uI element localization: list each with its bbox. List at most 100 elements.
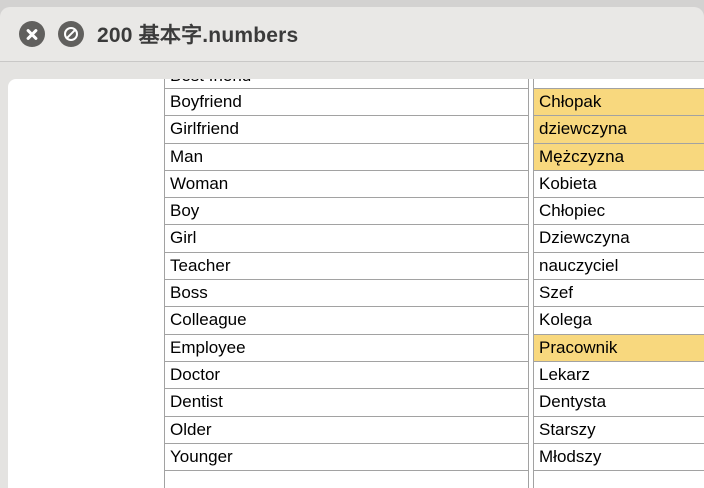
- column-gap: [529, 361, 533, 390]
- english-text: Teacher: [170, 255, 231, 275]
- english-cell[interactable]: Boyfriend: [165, 89, 529, 117]
- english-text: Doctor: [170, 364, 221, 384]
- column-gap: [529, 170, 533, 199]
- column-gap: [529, 252, 533, 281]
- column-gap: [529, 79, 533, 89]
- polish-text: Dziewczyna: [539, 228, 630, 248]
- english-cell[interactable]: Dentist: [165, 389, 529, 417]
- table-row: Boy Chłopiec: [165, 198, 704, 226]
- column-gap: [529, 280, 533, 308]
- column-gap: [529, 471, 533, 488]
- polish-text: Dentysta: [539, 392, 607, 412]
- polish-text: Szef: [539, 283, 574, 303]
- english-text: Woman: [170, 173, 229, 193]
- table-body: Boyfriend Chłopak Girlfriend dziewczyna …: [165, 89, 704, 488]
- polish-cell[interactable]: Chłopiec: [533, 198, 704, 226]
- english-text: Employee: [170, 337, 246, 357]
- polish-text: Chłopiec: [539, 201, 606, 221]
- column-gap: [529, 443, 533, 472]
- table-row: Employee Pracownik: [165, 334, 704, 362]
- prohibit-icon[interactable]: [58, 21, 84, 47]
- polish-cell[interactable]: nauczyciel: [533, 252, 704, 281]
- polish-cell[interactable]: Młodszy: [533, 443, 704, 472]
- table-row: Boyfriend Chłopak: [165, 89, 704, 117]
- english-text: Boyfriend: [170, 92, 242, 111]
- polish-cell[interactable]: Chłopak: [533, 89, 704, 117]
- english-cell[interactable]: Younger: [165, 443, 529, 472]
- polish-cell[interactable]: Dziewczyna: [533, 225, 704, 253]
- polish-text: Mężczyzna: [539, 146, 625, 166]
- table-row: Boss Szef: [165, 280, 704, 308]
- column-gap: [529, 389, 533, 417]
- english-text: Boy: [170, 201, 200, 221]
- table-row: Colleague Kolega: [165, 307, 704, 335]
- polish-cell[interactable]: dziewczyna: [533, 116, 704, 144]
- english-cell[interactable]: Teacher: [165, 252, 529, 281]
- polish-text: Chłopak: [539, 92, 602, 111]
- english-cell[interactable]: Boy: [165, 198, 529, 226]
- window-titlebar: 200 基本字.numbers: [0, 7, 704, 62]
- polish-text: Kobieta: [539, 173, 597, 193]
- table-row: Dentist Dentysta: [165, 389, 704, 417]
- column-gap: [529, 116, 533, 144]
- column-gap: [529, 225, 533, 253]
- polish-cell[interactable]: Lekarz: [533, 361, 704, 390]
- english-cell[interactable]: Colleague: [165, 307, 529, 335]
- table-row: Younger Młodszy: [165, 443, 704, 472]
- polish-cell[interactable]: Starszy: [533, 416, 704, 444]
- vocabulary-table: Best friend Boyfriend Chłopak Girlfriend…: [164, 79, 704, 488]
- polish-text: dziewczyna: [539, 119, 627, 139]
- polish-cell[interactable]: Pracownik: [533, 334, 704, 362]
- polish-text: Kolega: [539, 310, 592, 330]
- english-text: Boss: [170, 283, 208, 303]
- english-cell[interactable]: Doctor: [165, 361, 529, 390]
- english-cell[interactable]: Older: [165, 416, 529, 444]
- polish-cell[interactable]: [533, 471, 704, 488]
- table-row: Man Mężczyzna: [165, 143, 704, 171]
- polish-cell[interactable]: Mężczyzna: [533, 143, 704, 171]
- english-text: Dentist: [170, 392, 223, 412]
- table-row: [165, 471, 704, 488]
- english-text: Girlfriend: [170, 119, 239, 139]
- english-cell[interactable]: Man: [165, 143, 529, 171]
- english-cell[interactable]: Employee: [165, 334, 529, 362]
- polish-cell[interactable]: Kolega: [533, 307, 704, 335]
- polish-text: Starszy: [539, 419, 596, 439]
- column-gap: [529, 307, 533, 335]
- table-row: Older Starszy: [165, 416, 704, 444]
- english-text: Best friend: [170, 79, 528, 88]
- english-text: Colleague: [170, 310, 247, 330]
- column-gap: [529, 198, 533, 226]
- english-text: Younger: [170, 446, 233, 466]
- table-row: Woman Kobieta: [165, 170, 704, 199]
- sheet-canvas: Best friend Boyfriend Chłopak Girlfriend…: [8, 79, 704, 488]
- polish-text: Młodszy: [539, 446, 602, 466]
- table-row: Girl Dziewczyna: [165, 225, 704, 253]
- english-cell[interactable]: Boss: [165, 280, 529, 308]
- column-gap: [529, 416, 533, 444]
- table-row-partial: Best friend: [165, 79, 704, 89]
- table-row: Teacher nauczyciel: [165, 252, 704, 281]
- polish-text: nauczyciel: [539, 255, 619, 275]
- english-cell[interactable]: Girlfriend: [165, 116, 529, 144]
- english-cell[interactable]: Woman: [165, 170, 529, 199]
- english-cell[interactable]: Best friend: [165, 79, 529, 89]
- polish-cell[interactable]: Dentysta: [533, 389, 704, 417]
- content-background: Best friend Boyfriend Chłopak Girlfriend…: [0, 62, 704, 488]
- english-cell[interactable]: [165, 471, 529, 488]
- polish-cell[interactable]: [533, 79, 704, 89]
- column-gap: [529, 334, 533, 362]
- english-cell[interactable]: Girl: [165, 225, 529, 253]
- close-icon[interactable]: [19, 21, 45, 47]
- table-row: Girlfriend dziewczyna: [165, 116, 704, 144]
- polish-cell[interactable]: Szef: [533, 280, 704, 308]
- table-row: Doctor Lekarz: [165, 361, 704, 390]
- window-title: 200 基本字.numbers: [97, 24, 299, 47]
- polish-text: Lekarz: [539, 364, 591, 384]
- polish-cell[interactable]: Kobieta: [533, 170, 704, 199]
- column-gap: [529, 89, 533, 117]
- prohibit-ring: [64, 27, 78, 41]
- english-text: Older: [170, 419, 212, 439]
- english-text: Girl: [170, 228, 197, 248]
- column-gap: [529, 143, 533, 171]
